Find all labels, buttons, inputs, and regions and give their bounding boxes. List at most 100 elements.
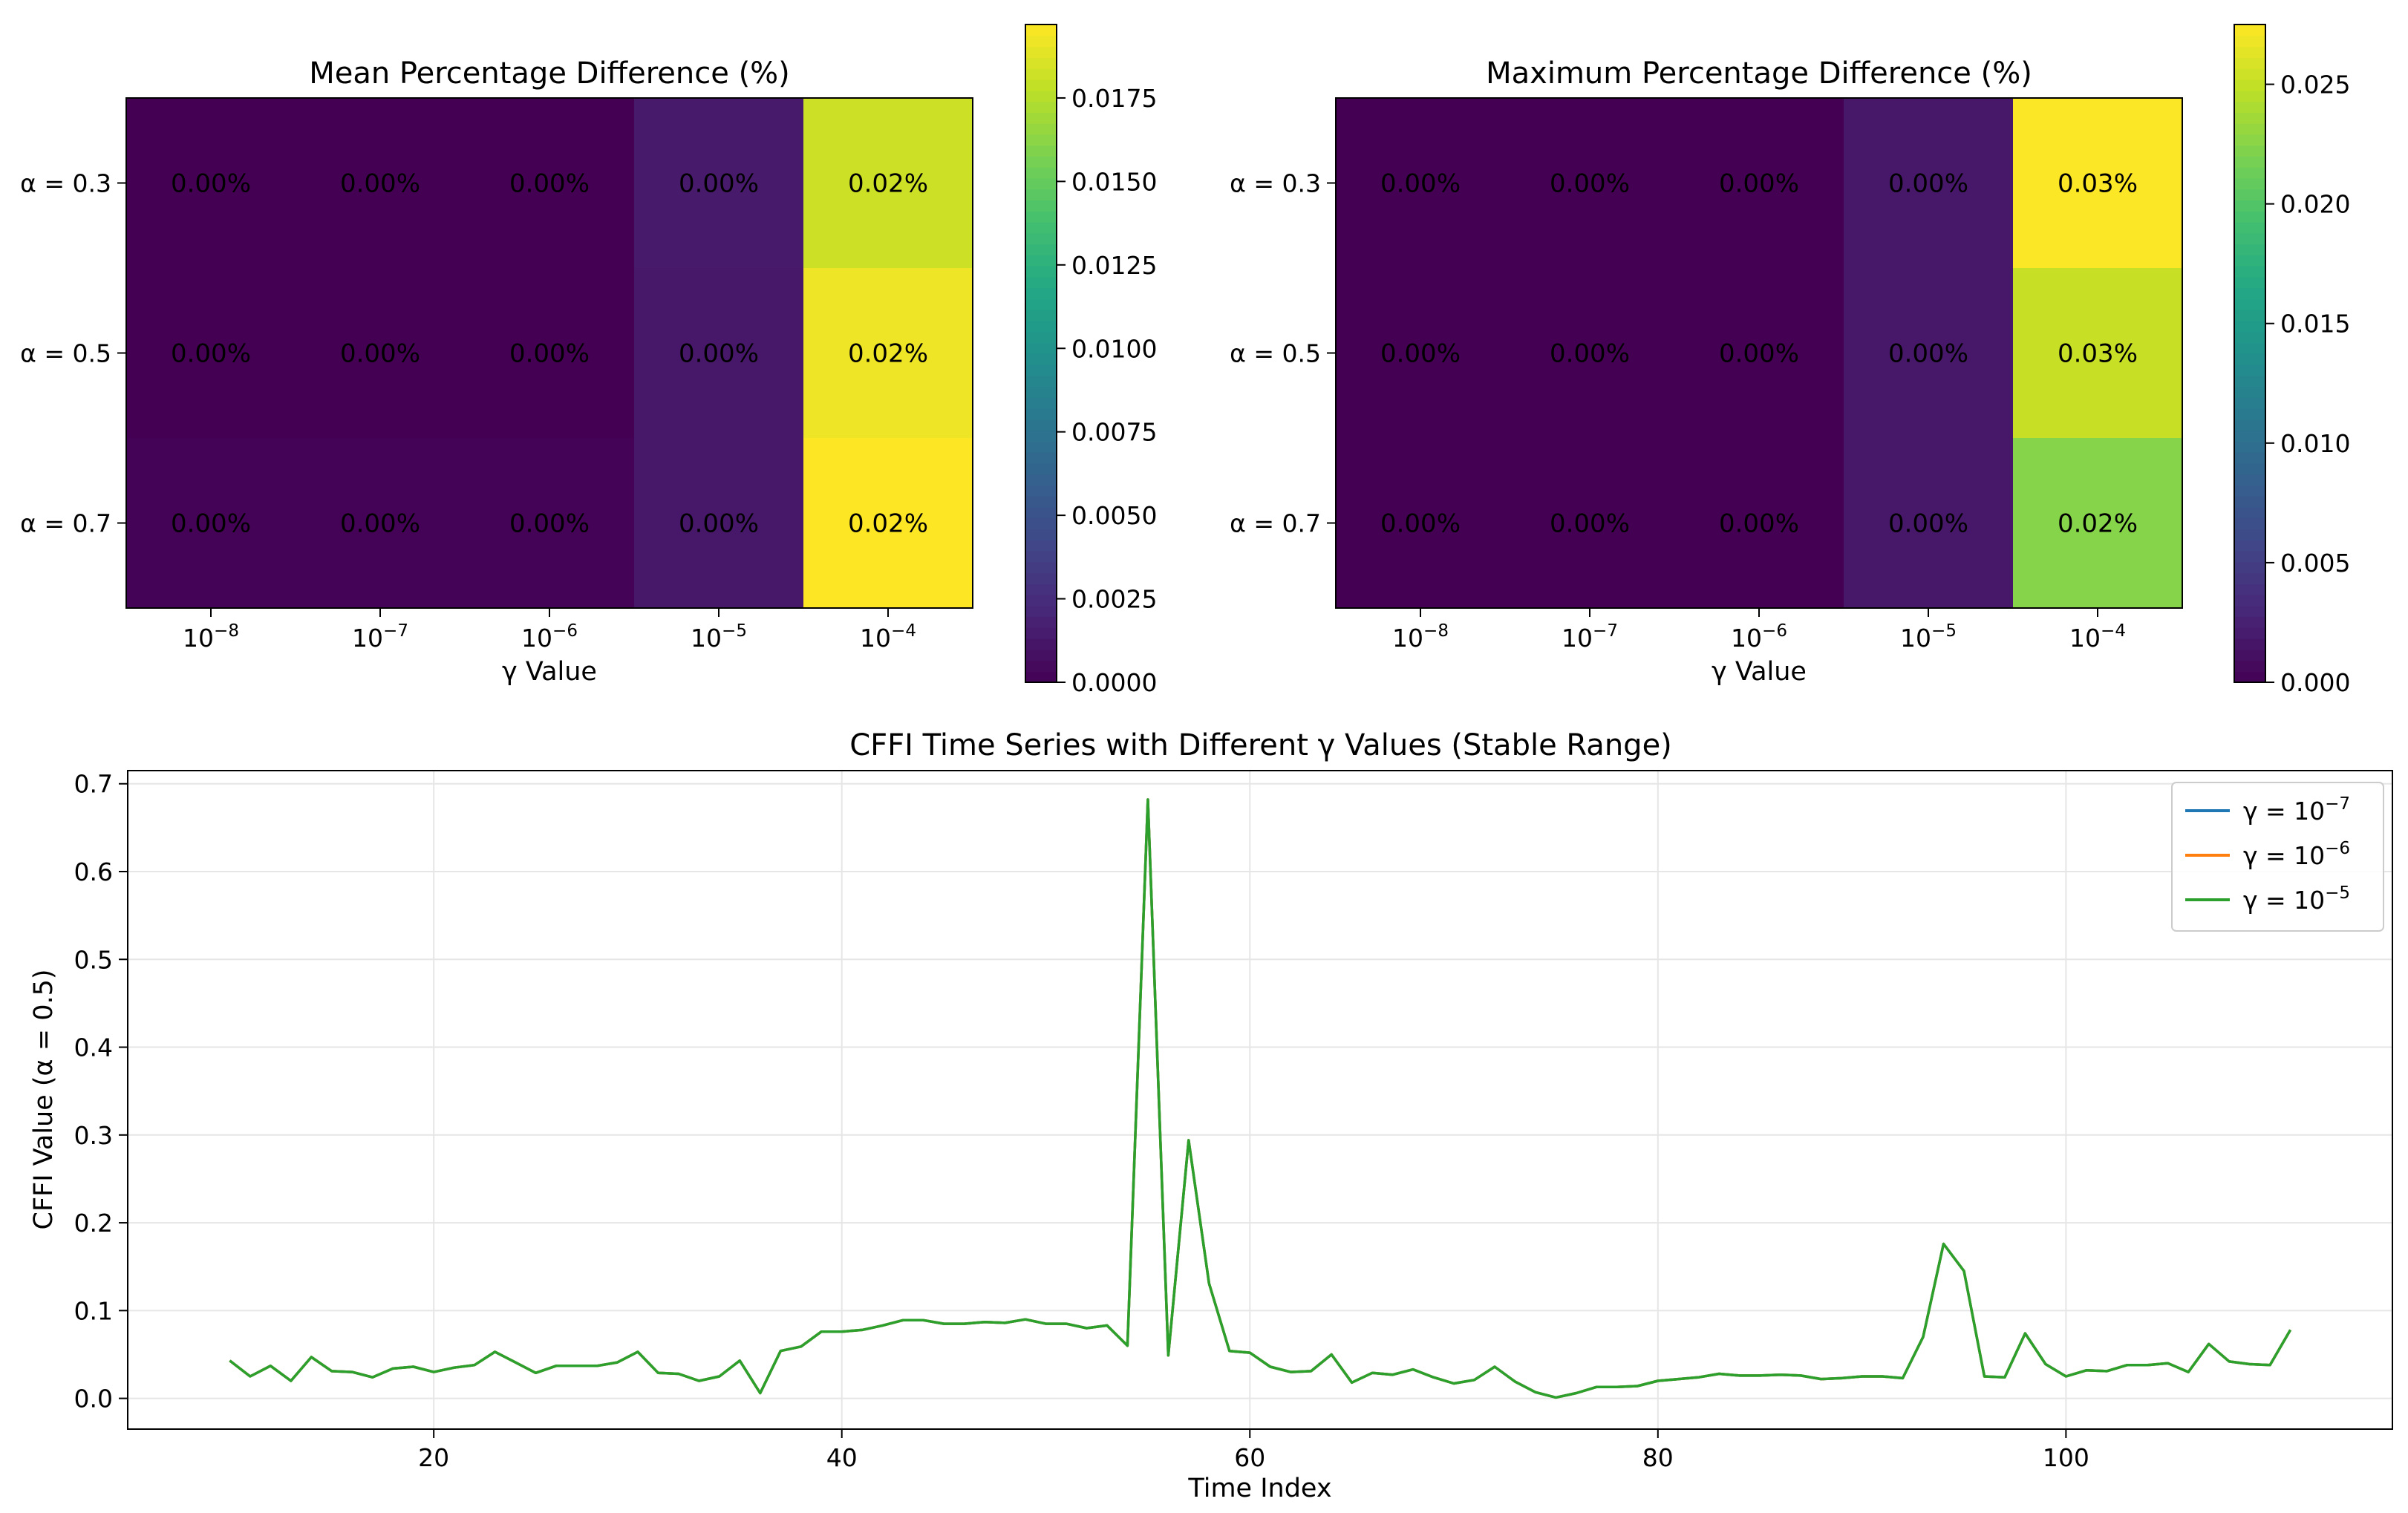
x-tick-label: 40 (826, 1443, 858, 1472)
legend-label-exponent: −5 (2325, 883, 2350, 903)
x-tick-exponent: −8 (1423, 621, 1449, 641)
colorbar-segment (1025, 244, 1057, 255)
x-tick-exponent: −4 (891, 621, 916, 641)
colorbar-tick-label: 0.0100 (1071, 334, 1157, 363)
heatmap-cell (296, 268, 466, 439)
colorbar-segment (1025, 166, 1057, 179)
colorbar-segment (1025, 57, 1057, 69)
heatmap-cell-label: 0.00% (1888, 339, 1968, 369)
colorbar-segment (2234, 122, 2265, 135)
heatmap-cell-label: 0.00% (509, 509, 590, 539)
colorbar-segment (1025, 232, 1057, 245)
x-tick-base: 10 (691, 624, 722, 653)
colorbar-segment (1025, 605, 1057, 618)
heatmap-cell (634, 268, 804, 439)
colorbar-segment (2234, 232, 2265, 245)
colorbar-segment (2234, 529, 2265, 540)
colorbar-segment (2234, 320, 2265, 333)
colorbar-segment (2234, 255, 2265, 267)
colorbar-tick-label: 0.0050 (1071, 501, 1157, 530)
colorbar-segment (2234, 638, 2265, 650)
colorbar-tick-label: 0.015 (2280, 310, 2350, 339)
heatmap-cell (1844, 438, 2014, 609)
colorbar-segment (2234, 200, 2265, 212)
heatmap-cell (1336, 438, 1506, 609)
colorbar-segment (1025, 463, 1057, 475)
y-tick-label: 0.5 (74, 945, 113, 974)
colorbar-segment (2234, 441, 2265, 453)
mean-heatmap-x-ticks: 10−8 10−7 10−6 10−5 10−4 (183, 608, 916, 653)
colorbar-segment (2234, 211, 2265, 223)
x-tick-exponent: −8 (214, 621, 239, 641)
legend-box (2171, 782, 2384, 932)
colorbar-segment (1025, 627, 1057, 639)
x-tick-base: 10 (521, 624, 552, 653)
x-tick-label: 10−4 (2069, 621, 2126, 653)
colorbar-segment (1025, 506, 1057, 519)
x-tick-label: 10−6 (521, 621, 578, 653)
max-heatmap-title: Maximum Percentage Difference (%) (1486, 56, 2032, 91)
colorbar-segment (1025, 649, 1057, 661)
heatmap-cell-label: 0.02% (2058, 509, 2138, 539)
colorbar-segment (1025, 572, 1057, 584)
colorbar-segment (2234, 221, 2265, 234)
colorbar-segment (1025, 265, 1057, 278)
x-tick-exponent: −6 (552, 621, 578, 641)
colorbar-segment (1025, 495, 1057, 508)
colorbar-segment (2234, 342, 2265, 354)
heatmap-cell-label: 0.00% (1550, 509, 1630, 539)
colorbar-segment (1025, 342, 1057, 354)
colorbar-segment (2234, 594, 2265, 607)
colorbar-segment (2234, 517, 2265, 530)
colorbar-segment (1025, 540, 1057, 552)
colorbar-segment (2234, 244, 2265, 255)
colorbar-segment (2234, 550, 2265, 563)
colorbar-segment (1025, 584, 1057, 595)
y-tick-label: 0.4 (74, 1033, 113, 1062)
heatmap-cell (465, 268, 635, 439)
colorbar-segment (2234, 561, 2265, 574)
heatmap-cell-label: 0.00% (679, 339, 759, 369)
heatmap-cell (634, 438, 804, 609)
line-chart-xlabel: Time Index (1187, 1474, 1331, 1503)
heatmap-cell-label: 0.02% (848, 339, 928, 369)
colorbar-segment (2234, 166, 2265, 179)
x-tick-base: 10 (2069, 624, 2101, 653)
series-line-2 (229, 798, 2292, 1399)
colorbar-segment (1025, 90, 1057, 102)
x-tick-base: 10 (1392, 624, 1423, 653)
colorbar-segment (2234, 177, 2265, 190)
colorbar-tick-label: 0.0075 (1071, 418, 1157, 447)
colorbar-tick-label: 0.0150 (1071, 167, 1157, 196)
heatmap-cell-label: 0.00% (1888, 169, 1968, 199)
x-tick-label: 10−4 (860, 621, 916, 653)
x-tick-label: 10−5 (691, 621, 747, 653)
y-tick-label: 0.7 (74, 770, 113, 799)
colorbar-segment (2234, 419, 2265, 431)
colorbar-segment (2234, 68, 2265, 80)
colorbar-segment (1025, 386, 1057, 398)
heatmap-cell (465, 98, 635, 269)
x-tick-exponent: −4 (2101, 621, 2126, 641)
heatmap-cell (126, 98, 296, 269)
colorbar-tick-label: 0.020 (2280, 190, 2350, 219)
legend-label-base: γ = 10 (2243, 841, 2325, 870)
x-tick-label: 10−8 (1392, 621, 1449, 653)
colorbar-segment (1025, 24, 1057, 36)
colorbar-frame (2234, 24, 2266, 683)
colorbar-segment (1025, 320, 1057, 333)
heatmap-cell (296, 98, 466, 269)
colorbar-segment (2234, 430, 2265, 442)
heatmap-cell-label: 0.02% (848, 169, 928, 199)
mean-heatmap-cells: 0.00% 0.00% 0.00% 0.00% 0.02% 0.00% 0.00% 0.00%… (126, 98, 973, 609)
colorbar-segment (2234, 660, 2265, 673)
x-tick-base: 10 (352, 624, 383, 653)
colorbar-segment (2234, 145, 2265, 157)
heatmap-cell (1336, 268, 1506, 439)
legend-label: γ = 10−6 (2243, 839, 2350, 870)
colorbar-segment (2234, 331, 2265, 344)
heatmap-cell (1674, 268, 1844, 439)
colorbar-segment (1025, 68, 1057, 80)
colorbar-tick-label: 0.0025 (1071, 585, 1157, 614)
